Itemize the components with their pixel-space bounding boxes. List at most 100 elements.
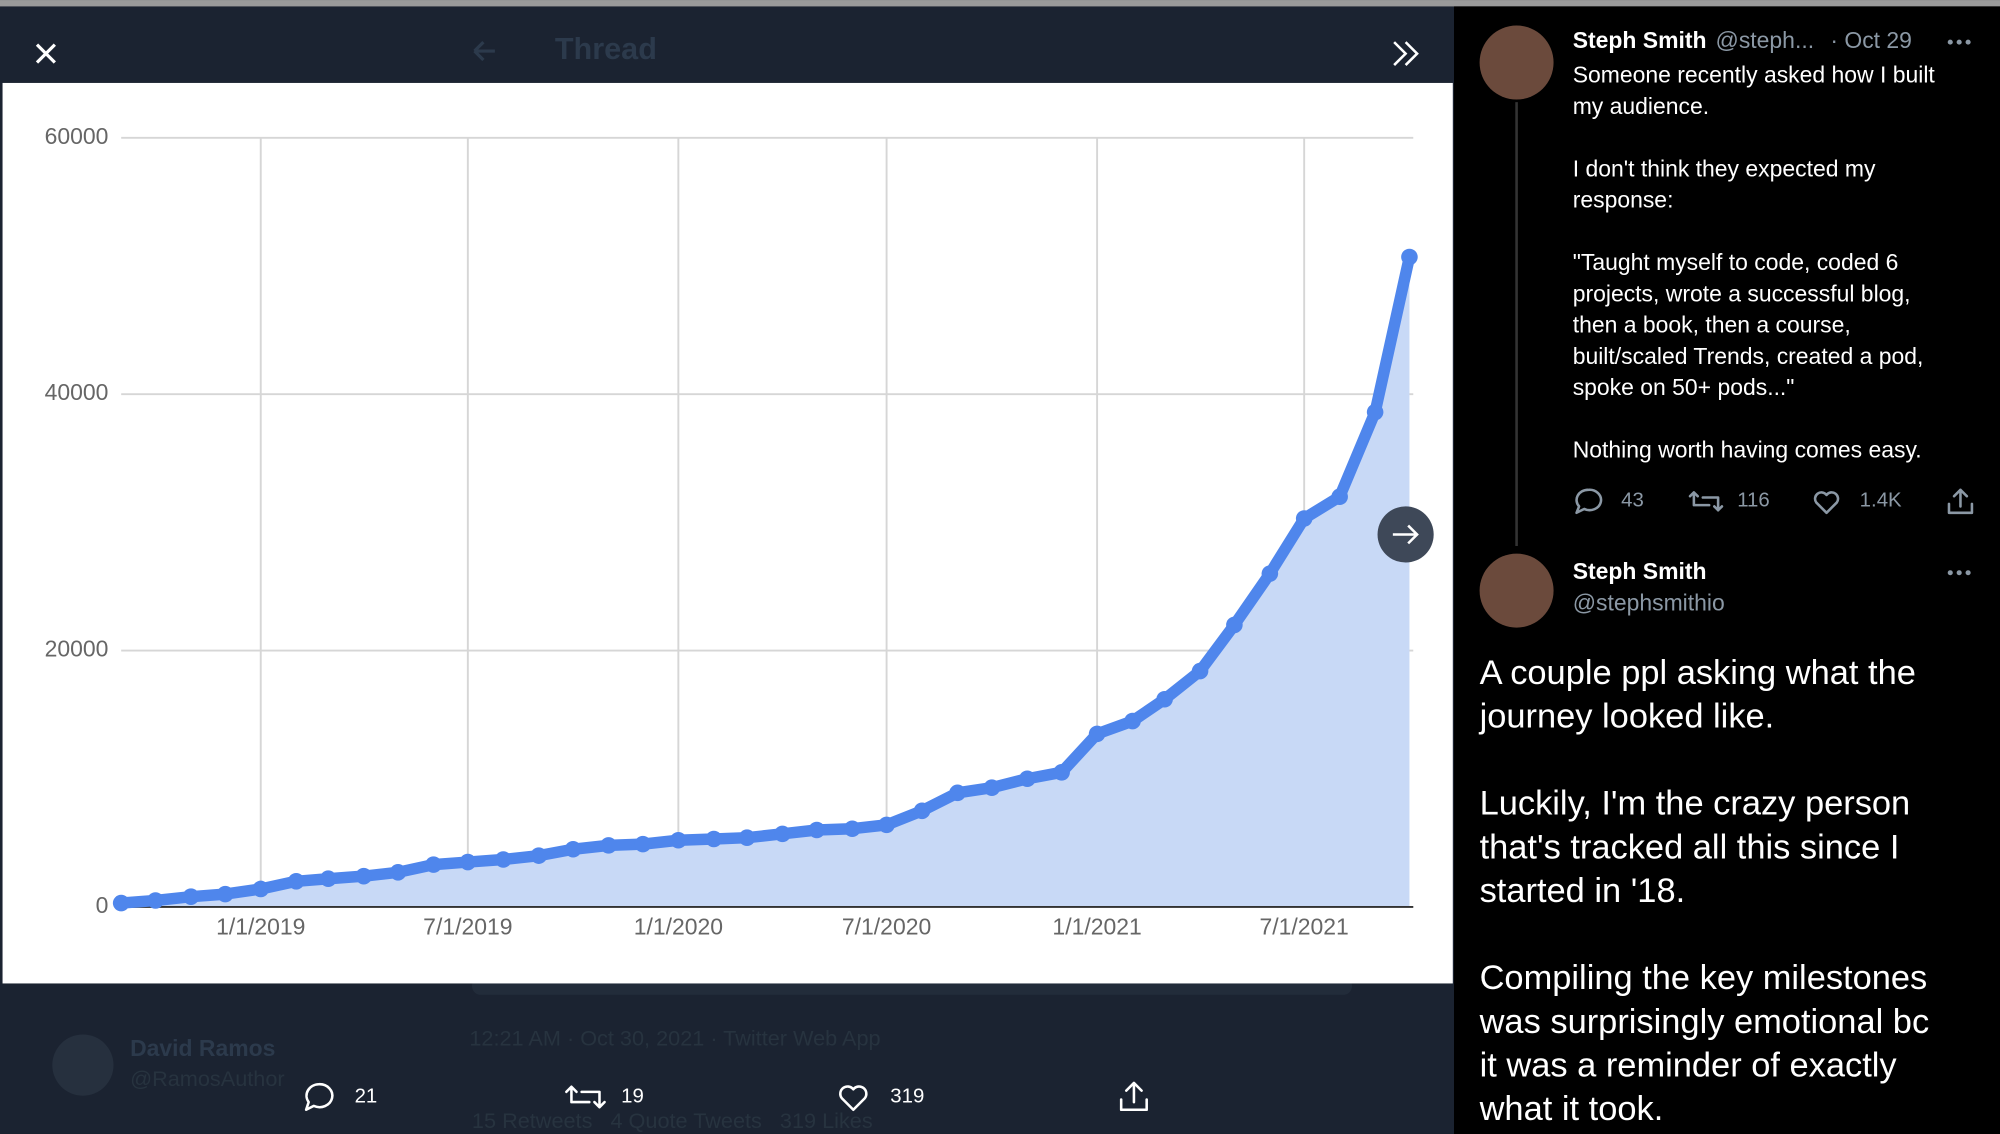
retweet-count: 19 [621, 1085, 644, 1107]
point [1401, 248, 1418, 266]
y-tick-label: 40000 [45, 379, 109, 405]
avatar[interactable] [1479, 25, 1554, 100]
point [495, 851, 512, 868]
point [1088, 725, 1106, 743]
avatar[interactable] [1479, 553, 1554, 628]
x-tick-label: 1/1/2019 [216, 914, 305, 940]
like-icon[interactable] [1813, 491, 1840, 515]
more-button[interactable] [1947, 39, 1971, 45]
reply-icon[interactable] [304, 1082, 334, 1112]
point [1261, 565, 1279, 582]
author-name[interactable]: Steph Smith [1573, 27, 1707, 53]
thread-header: Thread [555, 32, 657, 66]
back-arrow[interactable] [473, 41, 495, 62]
x-tick-label: 1/1/2020 [634, 914, 723, 940]
point [459, 853, 477, 871]
retweet-icon[interactable] [565, 1085, 606, 1109]
retweet-icon[interactable] [1688, 491, 1724, 512]
y-tick-label: 0 [96, 892, 109, 918]
tweet-text-line: spoke on 50+ pods..." [1573, 374, 1795, 400]
tweet-text-line: "Taught myself to code, coded 6 [1573, 249, 1899, 275]
point [112, 894, 130, 912]
point [355, 867, 373, 885]
point [1191, 662, 1209, 680]
point [878, 816, 895, 834]
point [1295, 510, 1313, 527]
expand-button[interactable] [1393, 41, 1419, 66]
reply-count: 43 [1621, 490, 1644, 512]
like-count: 1.4K [1860, 490, 1902, 512]
reply-count: 21 [355, 1085, 378, 1107]
reply-icon[interactable] [1575, 488, 1603, 515]
point [670, 831, 687, 849]
point [1124, 712, 1141, 730]
point [389, 864, 407, 881]
tweet-text-line: then a book, then a course, [1573, 312, 1851, 338]
chart: 0 20000 40000 60000 1/1/2019 7/1/2019 1/1/2020… [45, 123, 1418, 940]
retweet-count: 116 [1737, 490, 1770, 512]
point [287, 872, 305, 890]
bg-stats: 15 Retweets 4 Quote Tweets 319 Likes [472, 1108, 873, 1133]
tweet-texts: Someone recently asked how I built my aud… [1479, 62, 1936, 1128]
tweet-text-line: it was a reminder of exactly [1480, 1046, 1898, 1084]
point [600, 837, 617, 854]
x-tick-label: 1/1/2021 [1052, 914, 1141, 940]
point [913, 802, 931, 820]
author-handle[interactable]: @steph... [1716, 27, 1815, 53]
x-tick-label: 7/1/2021 [1260, 914, 1349, 940]
point [705, 830, 723, 848]
point [1331, 488, 1348, 506]
tweet-text-line: started in '18. [1480, 872, 1686, 910]
point [949, 784, 966, 802]
point [1366, 403, 1384, 421]
point [808, 821, 826, 839]
point [774, 825, 791, 843]
tweet-text-line: built/scaled Trends, created a pod, [1573, 343, 1924, 369]
point [843, 820, 861, 838]
point [1226, 616, 1243, 634]
y-tick-label: 20000 [45, 636, 109, 662]
point [1019, 770, 1036, 788]
share-icon[interactable] [1119, 1081, 1148, 1112]
tweet-text-line: A couple ppl asking what the [1480, 654, 1916, 692]
point [634, 835, 652, 853]
close-button[interactable] [35, 43, 56, 64]
tweet-text-line: Luckily, I'm the crazy person [1480, 785, 1911, 823]
tweet-date[interactable]: · Oct 29 [1830, 27, 1912, 53]
like-icon[interactable] [839, 1085, 868, 1112]
point [147, 892, 164, 909]
tweet-text-line: Compiling the key milestones [1480, 959, 1928, 997]
y-tick-label: 60000 [45, 123, 109, 149]
bg-handle: @RamosAuthor [130, 1066, 284, 1091]
author-handle[interactable]: @stephsmithio [1573, 590, 1725, 616]
point [252, 880, 270, 898]
share-icon[interactable] [1947, 488, 1974, 515]
tweet-text-line: I don't think they expected my [1573, 155, 1876, 181]
point [1053, 764, 1070, 781]
point [983, 779, 1001, 796]
more-button[interactable] [1947, 570, 1971, 576]
point [319, 870, 337, 888]
next-arrow [1392, 524, 1419, 545]
bg-avatar [52, 1034, 114, 1096]
top-bar [0, 0, 2000, 7]
bg-timestamp: 12:21 AM · Oct 30, 2021 · Twitter Web Ap… [469, 1025, 880, 1050]
tweet-text-line: Someone recently asked how I built [1573, 62, 1936, 88]
point [1156, 690, 1173, 708]
point [564, 840, 582, 858]
author-name[interactable]: Steph Smith [1573, 558, 1707, 584]
point [738, 829, 756, 846]
tweet-text-line: journey looked like. [1479, 697, 1775, 735]
x-tick-label: 7/1/2019 [423, 914, 512, 940]
tweet-text-line: projects, wrote a successful blog, [1573, 280, 1911, 306]
like-count: 319 [890, 1085, 924, 1107]
tweet-text-line: what it took. [1479, 1090, 1664, 1128]
tweet-text-line: that's tracked all this since I [1480, 828, 1900, 866]
x-tick-label: 7/1/2020 [842, 914, 931, 940]
bg-author: David Ramos [130, 1035, 275, 1061]
point [425, 856, 442, 873]
tweet-text-line: response: [1573, 187, 1674, 213]
point [216, 885, 234, 903]
